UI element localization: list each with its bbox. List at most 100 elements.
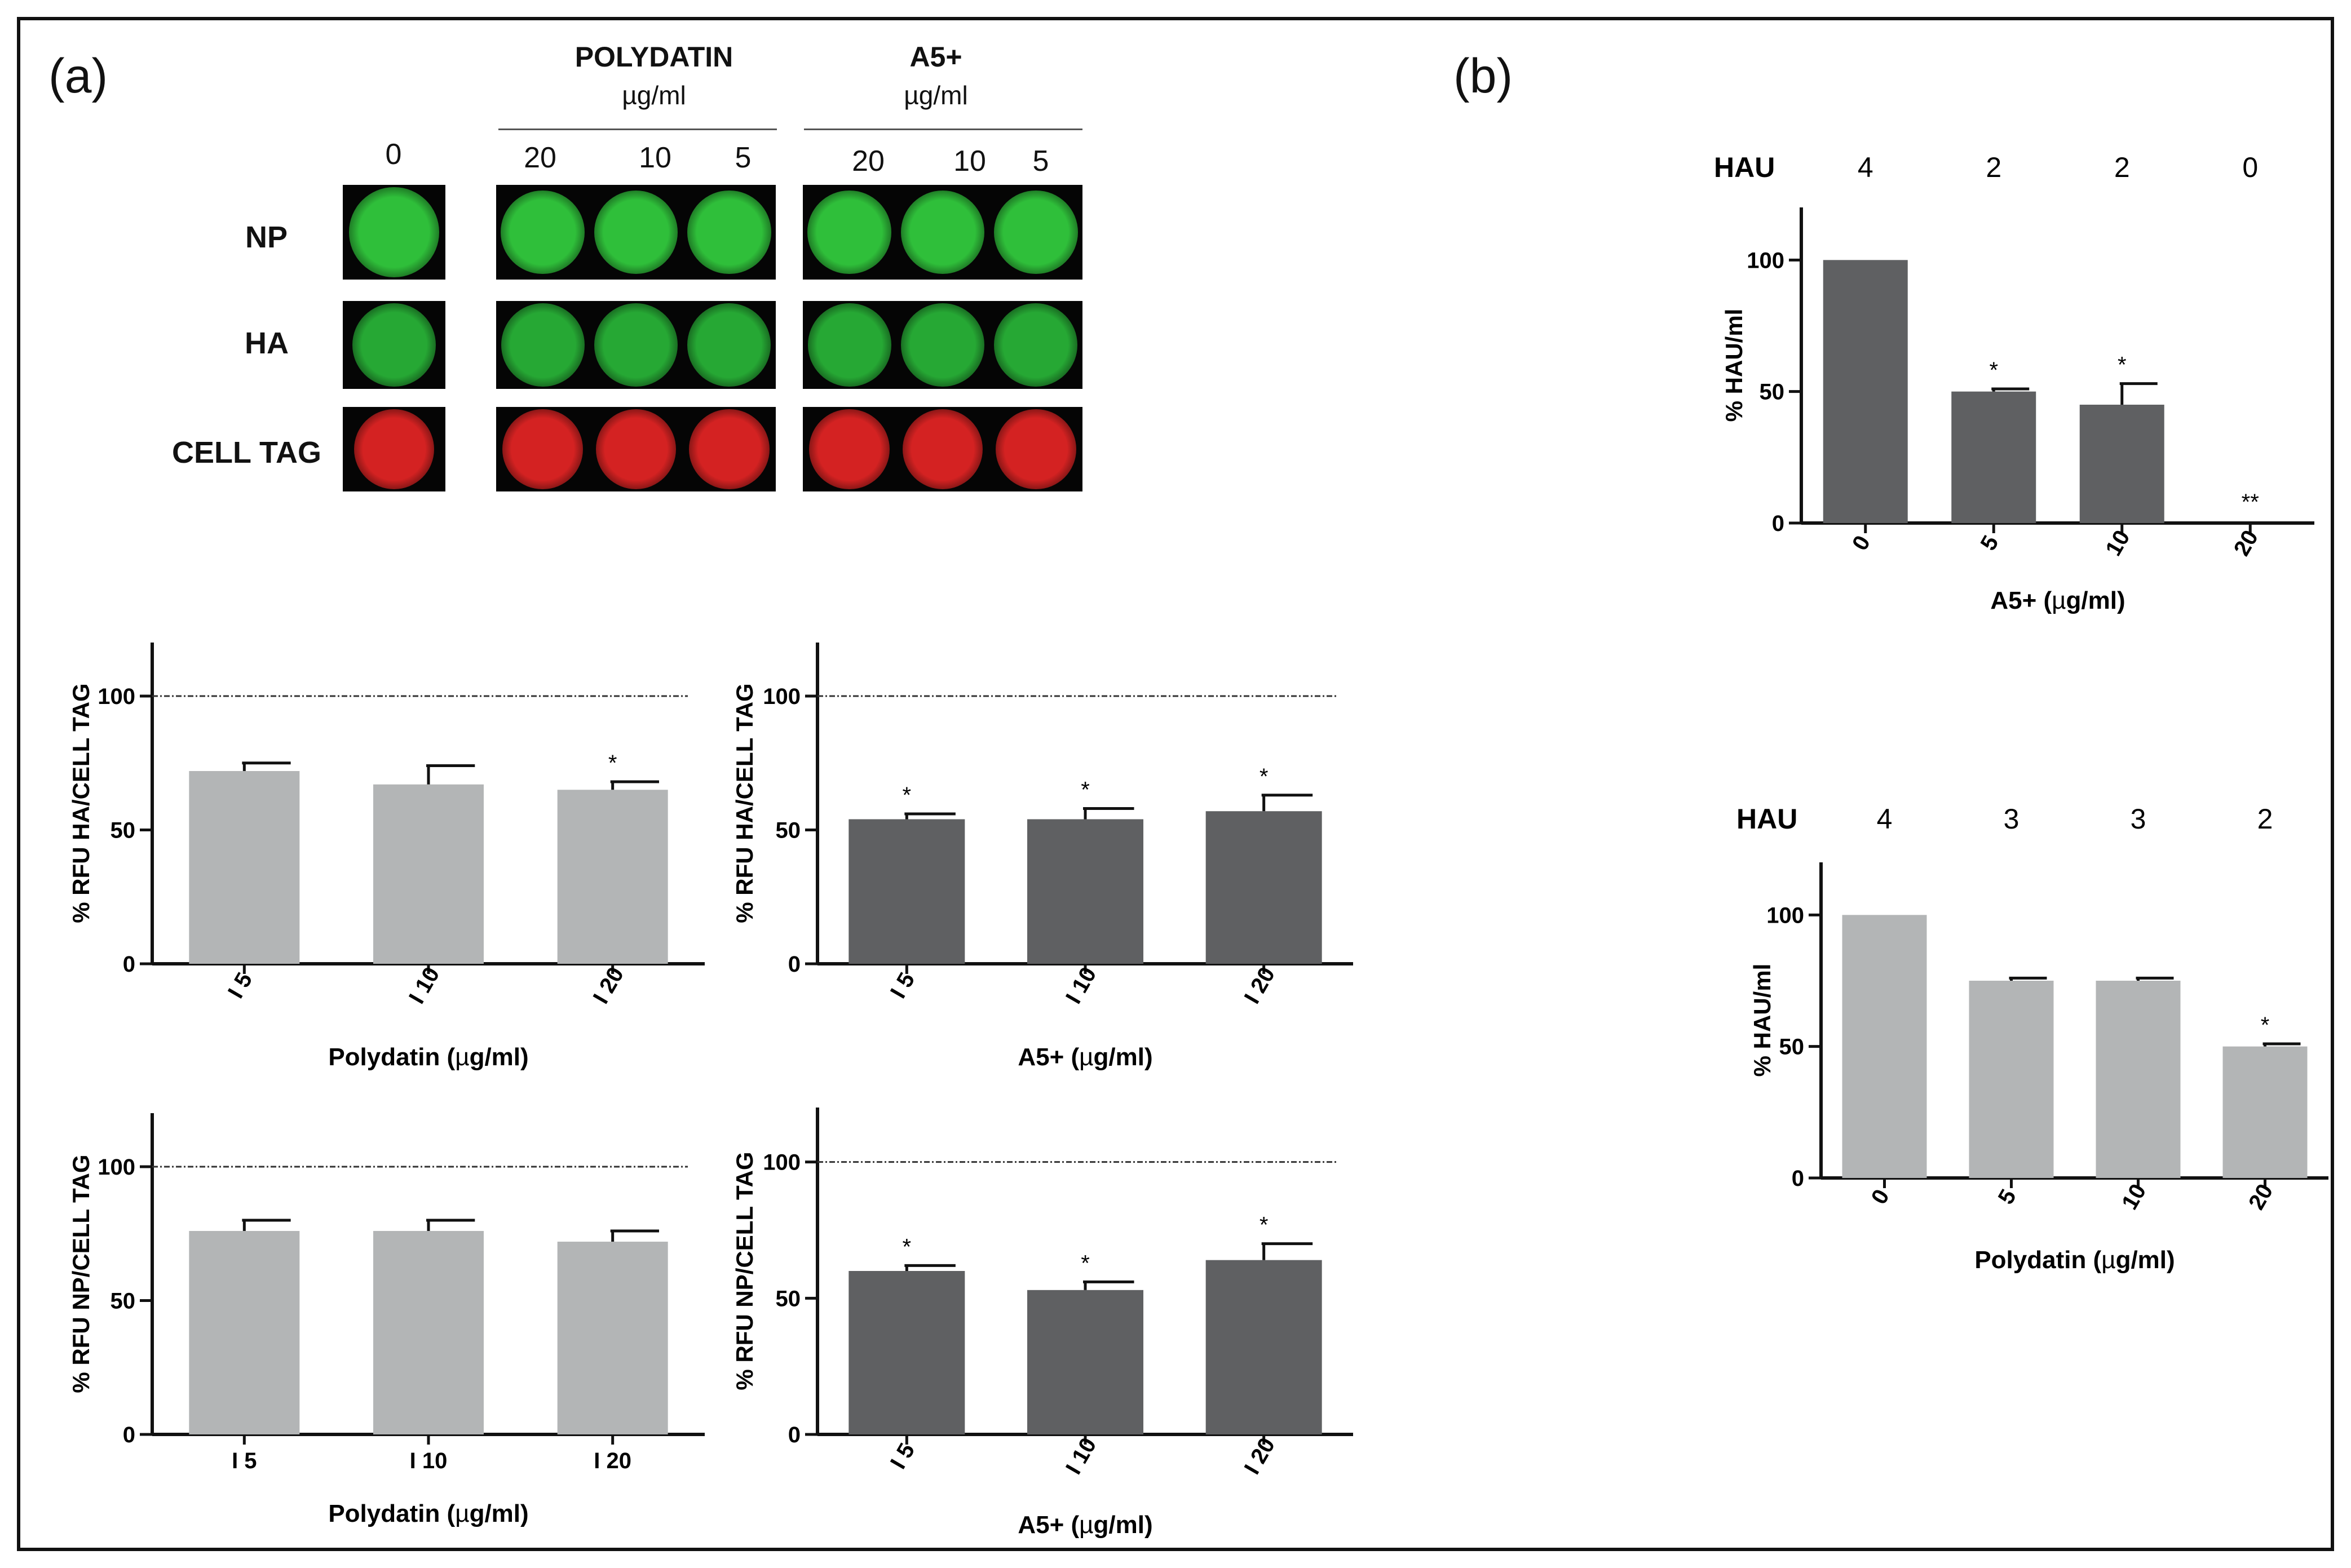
dose-a5-20: 20 (852, 145, 885, 178)
y-tick-label: 50 (776, 1286, 801, 1311)
dose-a5-5: 5 (1032, 145, 1049, 178)
significance-mark: * (1260, 764, 1269, 789)
chart-polydatin-hau: 0 50 100 0 5 10 * 20 % HAU/ml Polydatin (µg/ml) HA… (1736, 803, 2328, 1274)
a5-bracket (804, 129, 1082, 130)
bar (189, 1231, 300, 1434)
dose-polydatin-10: 10 (639, 141, 671, 174)
well-strip-a5-cell-tag (803, 407, 1082, 491)
well-ha (994, 303, 1078, 387)
significance-mark: * (2118, 353, 2127, 378)
x-axis-label: Polydatin (µg/ml) (328, 1500, 528, 1527)
x-axis-label: A5+ (µg/ml) (1018, 1043, 1152, 1071)
significance-mark: * (2261, 1013, 2270, 1038)
y-tick-label: 0 (788, 1423, 801, 1447)
well-np (501, 190, 585, 274)
x-tick-label: I 10 (1061, 1434, 1101, 1479)
y-tick-label: 0 (123, 952, 135, 977)
y-tick-label: 100 (1766, 903, 1804, 928)
chart-polydatin-np: 0 50 100 I 5 I 10 I 20 % RFU NP/CELL TAG Polyda… (68, 1113, 705, 1527)
well-ha (807, 303, 891, 387)
y-tick-label: 100 (763, 684, 801, 709)
well-cell-tag (809, 409, 890, 490)
hau-value: 2 (2257, 803, 2273, 835)
x-tick-label: 5 (1976, 531, 2003, 555)
bar (557, 1242, 668, 1434)
well-cell-tag (595, 409, 677, 490)
x-tick-label: I 5 (232, 1449, 257, 1473)
chart-a5-ha: 0 50 100 * I 5 * I 10 * I 20 % RFU HA/CELL TAG A5+… (731, 643, 1353, 1071)
well-ha (594, 303, 678, 387)
y-axis-label: % RFU HA/CELL TAG (731, 683, 758, 923)
well-np (993, 190, 1078, 274)
y-tick-label: 50 (111, 1289, 136, 1314)
x-tick-label: I 5 (886, 968, 920, 1003)
hau-value: 4 (1858, 152, 1873, 183)
well-np (900, 190, 985, 274)
dose-polydatin-20: 20 (524, 141, 556, 174)
x-tick-label: 20 (2229, 526, 2263, 560)
bar (189, 771, 300, 964)
bar (1027, 819, 1143, 964)
y-tick-label: 0 (1792, 1166, 1804, 1191)
x-tick-label: 0 (1848, 531, 1875, 555)
well-strip-a5-ha (803, 301, 1082, 389)
bar (2079, 405, 2164, 523)
polydatin-unit: µg/ml (622, 81, 686, 110)
y-axis-label: % RFU NP/CELL TAG (731, 1151, 758, 1390)
well-ha (900, 303, 985, 387)
row-label-ha: HA (245, 326, 289, 360)
x-axis-label: A5+ (µg/ml) (1018, 1511, 1152, 1539)
hau-value: 2 (2114, 152, 2130, 183)
hau-value: 0 (2242, 152, 2258, 183)
significance-mark: * (1989, 358, 1998, 383)
bar (849, 1271, 965, 1434)
well-ha (687, 303, 771, 387)
x-axis-label: Polydatin (µg/ml) (1974, 1246, 2175, 1274)
x-tick-label: I 20 (589, 963, 629, 1008)
well-np (687, 190, 771, 274)
significance-mark: ** (2242, 490, 2259, 515)
y-tick-label: 50 (776, 818, 801, 843)
well-strip-control-ha (343, 301, 445, 389)
y-tick-label: 100 (1747, 248, 1784, 273)
significance-mark: * (608, 751, 617, 776)
well-strip-a5-np (803, 185, 1082, 280)
well-cell-tag (689, 409, 770, 490)
x-tick-label: I 10 (404, 963, 444, 1008)
y-tick-label: 0 (1772, 511, 1784, 536)
hau-value: 3 (2004, 803, 2019, 835)
x-tick-label: 0 (1867, 1185, 1894, 1208)
chart-polydatin-ha: 0 50 100 I 5 I 10 * I 20 % RFU HA/CELL TAG Polyd… (68, 643, 705, 1071)
panel-b-label: (b) (1453, 49, 1513, 103)
well-ha (352, 303, 436, 387)
well-ha (501, 303, 585, 387)
bar (1205, 811, 1322, 964)
significance-mark: * (1260, 1213, 1269, 1238)
y-axis-label: % HAU/ml (1749, 964, 1775, 1077)
well-cell-tag (353, 409, 435, 490)
dose-control: 0 (385, 138, 402, 171)
bar (1969, 981, 2054, 1178)
y-axis-label: % HAU/ml (1721, 309, 1747, 422)
y-axis-label: % RFU NP/CELL TAG (68, 1154, 94, 1393)
polydatin-header: POLYDATIN (575, 41, 733, 73)
hau-value: 2 (1986, 152, 2001, 183)
bar (373, 784, 484, 964)
significance-mark: * (1081, 778, 1090, 803)
x-axis-label: Polydatin (µg/ml) (328, 1043, 528, 1071)
well-np (349, 187, 439, 277)
x-tick-label: 20 (2244, 1180, 2278, 1214)
row-label-cell-tag: CELL TAG (172, 436, 321, 469)
x-tick-label: 10 (2101, 526, 2135, 560)
well-strip-polydatin-np (496, 185, 776, 280)
significance-mark: * (903, 783, 912, 808)
polydatin-bracket (498, 129, 777, 130)
bar (1842, 915, 1927, 1178)
a5-header: A5+ (909, 41, 962, 73)
x-tick-label: I 10 (410, 1449, 448, 1473)
bar (373, 1231, 484, 1434)
well-np (594, 190, 678, 274)
y-tick-label: 100 (98, 684, 135, 709)
well-strip-polydatin-cell-tag (496, 407, 776, 491)
